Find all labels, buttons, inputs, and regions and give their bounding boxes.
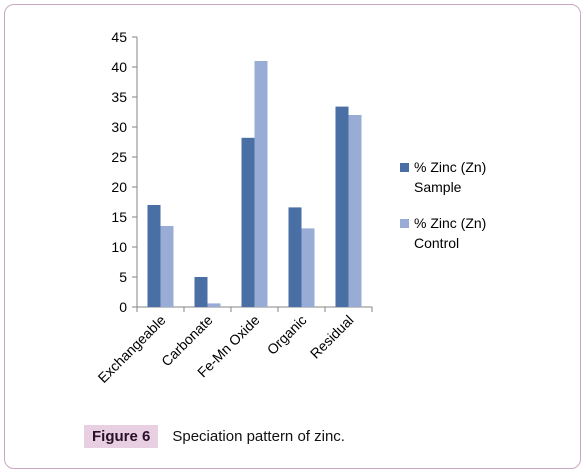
y-tick-label: 45 — [111, 29, 127, 45]
legend-swatch — [400, 219, 409, 228]
bar-chart: 051015202530354045ExchangeableCarbonateF… — [95, 29, 487, 386]
y-tick-label: 5 — [119, 269, 127, 285]
legend-label: % Zinc (Zn) — [414, 215, 486, 231]
y-tick-label: 30 — [111, 119, 127, 135]
y-tick-label: 35 — [111, 89, 127, 105]
figure-label: Figure 6 — [84, 424, 159, 448]
y-tick-label: 15 — [111, 209, 127, 225]
bar-sample — [335, 106, 349, 307]
bar-control — [207, 303, 221, 307]
y-tick-label: 25 — [111, 149, 127, 165]
legend-label: % Zinc (Zn) — [414, 159, 486, 175]
y-tick-label: 20 — [111, 179, 127, 195]
bar-control — [301, 228, 315, 307]
legend-label: Sample — [414, 179, 462, 195]
bar-control — [254, 61, 268, 307]
y-tick-label: 0 — [119, 299, 127, 315]
chart-legend: % Zinc (Zn) Sample % Zinc (Zn) Control — [400, 159, 486, 251]
figure-caption: Figure 6 Speciation pattern of zinc. — [84, 423, 345, 449]
bar-control — [348, 115, 362, 307]
y-tick-label: 40 — [111, 59, 127, 75]
chart-bars — [147, 61, 362, 307]
figure-caption-text: Speciation pattern of zinc. — [172, 427, 345, 445]
bar-sample — [194, 277, 208, 307]
chart-axes: 051015202530354045ExchangeableCarbonateF… — [95, 29, 373, 386]
y-tick-label: 10 — [111, 239, 127, 255]
bar-sample — [147, 205, 161, 307]
legend-label: Control — [414, 235, 459, 251]
bar-sample — [288, 207, 302, 307]
bar-sample — [241, 137, 255, 307]
x-category-label: Organic — [264, 312, 310, 358]
x-category-label: Exchangeable — [95, 312, 169, 386]
x-category-label: Residual — [307, 312, 357, 362]
legend-swatch — [400, 163, 409, 172]
bar-control — [160, 226, 174, 307]
